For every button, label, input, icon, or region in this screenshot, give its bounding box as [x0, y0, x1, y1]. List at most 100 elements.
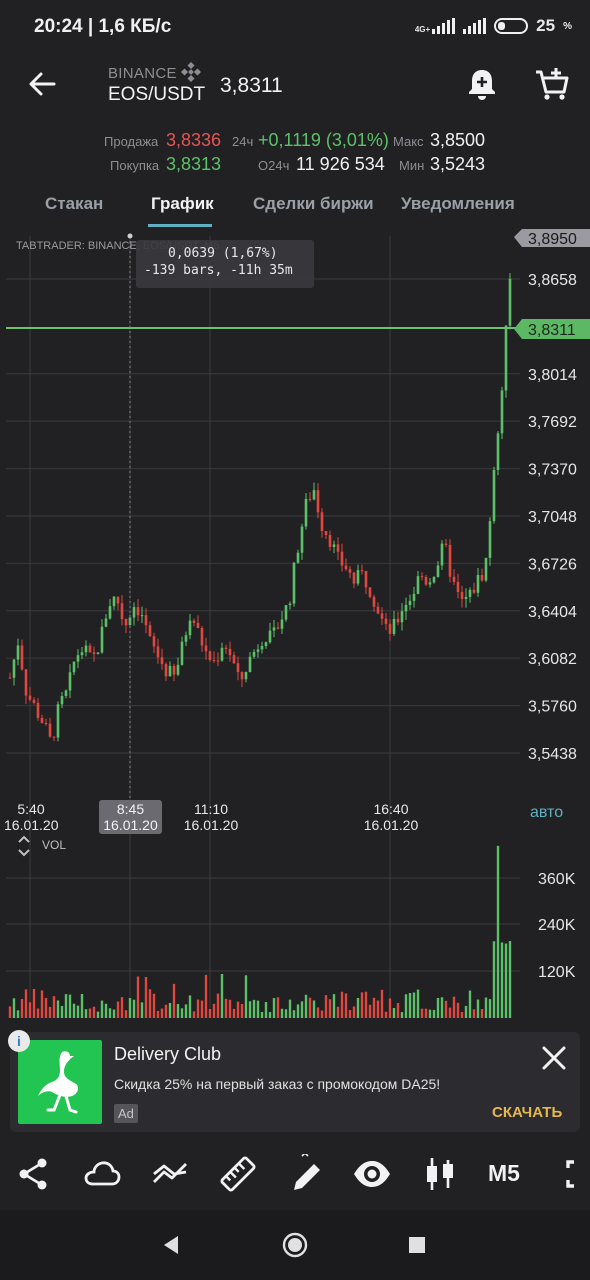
candle-body	[132, 607, 136, 618]
candle-body	[240, 672, 244, 680]
volume-bar	[256, 1000, 260, 1018]
volume-bar	[384, 1011, 388, 1018]
candle-body	[80, 652, 84, 656]
system-nav-bar	[0, 1210, 590, 1280]
sell-value: 3,8336	[166, 130, 222, 150]
change-label: 24ч	[232, 134, 254, 149]
candle-body	[236, 663, 240, 673]
cloud-icon[interactable]	[82, 1154, 122, 1194]
ad-download-button[interactable]: СКАЧАТЬ	[492, 1104, 563, 1121]
ad-banner[interactable]: i Delivery Club Скидка 25% на первый зак…	[8, 1030, 580, 1132]
volume-bar	[116, 1001, 120, 1018]
candle-body	[104, 618, 108, 627]
candle-body	[44, 722, 48, 724]
volume-bar	[48, 1006, 52, 1018]
candle-body	[180, 641, 184, 665]
candle-body	[468, 589, 472, 597]
volume-bar	[44, 997, 48, 1018]
candle-body	[204, 645, 208, 652]
volume-bar	[424, 1008, 428, 1018]
nav-recents-icon[interactable]	[408, 1236, 426, 1254]
share-icon[interactable]	[14, 1154, 54, 1194]
candle-body	[312, 490, 316, 500]
volume-bar	[32, 988, 36, 1018]
volume-bar	[148, 989, 152, 1018]
fullscreen-icon[interactable]	[560, 1154, 590, 1194]
volume-bar	[28, 1002, 32, 1018]
volume-bar	[284, 1009, 288, 1018]
ticker-stats: Продажа 3,8336 Покупка 3,8313 24ч +0,111…	[0, 126, 590, 180]
volume-tick-label: 360K	[538, 871, 576, 888]
price-tick-label: 3,6082	[528, 651, 577, 668]
volume-bar	[408, 992, 412, 1018]
candle-body	[472, 589, 476, 593]
candlestick-chart-type-icon[interactable]	[420, 1154, 460, 1194]
candle-body	[284, 605, 288, 620]
eye-visibility-icon[interactable]	[352, 1154, 392, 1194]
time-label-2-date: 16.01.20	[183, 817, 239, 833]
tab-order-book[interactable]: Стакан	[45, 194, 104, 213]
candle-body	[28, 695, 32, 700]
candle-body	[256, 649, 260, 652]
candle-body	[428, 582, 432, 585]
candle-body	[148, 625, 152, 637]
candle-body	[164, 664, 168, 677]
chart-svg[interactable]: 3,8658 3,8014 3,7692 3,7370 3,7048 3,6726 3,64…	[0, 228, 590, 1028]
price-tick-label: 3,6726	[528, 556, 577, 573]
auto-scale-button[interactable]: авто	[530, 804, 564, 821]
add-to-watchlist-cart-icon[interactable]	[532, 64, 572, 104]
volume-bar	[188, 995, 192, 1018]
expand-collapse-icon[interactable]	[16, 834, 32, 858]
volume-bar	[176, 1004, 180, 1018]
volume-bar	[448, 1007, 452, 1018]
volume-bar	[56, 1000, 60, 1018]
candle-body	[392, 618, 396, 634]
volume-value: 11 926 534	[296, 154, 385, 174]
tab-exchange-trades[interactable]: Сделки биржи	[253, 194, 374, 213]
volume-bar	[112, 1009, 116, 1018]
indicators-icon[interactable]	[150, 1154, 190, 1194]
volume-bar	[484, 997, 488, 1018]
volume-bar	[300, 1001, 304, 1018]
candle-body	[196, 622, 200, 628]
volume-tick-label: 120K	[538, 964, 576, 981]
time-label-3-time: 16:40	[373, 801, 409, 817]
volume-bar	[164, 1004, 168, 1018]
add-alert-icon[interactable]	[462, 64, 502, 104]
time-label-1-time: 8:45	[116, 801, 145, 817]
exchange-label: BINANCE	[108, 65, 177, 82]
candle-body	[364, 571, 368, 588]
chart-grid	[6, 236, 520, 1018]
nav-home-icon[interactable]	[281, 1231, 309, 1259]
volume-bar	[108, 1008, 112, 1018]
candle-body	[432, 576, 436, 583]
max-label: Макс	[393, 134, 424, 149]
candle-body	[492, 469, 496, 522]
price-tick-label: 3,6404	[528, 604, 577, 621]
candle-body	[332, 544, 336, 547]
time-label-0-time: 5:40	[17, 801, 45, 817]
chart-area[interactable]: 3,8658 3,8014 3,7692 3,7370 3,7048 3,6726 3,64…	[0, 228, 590, 1128]
last-price: 3,8311	[220, 74, 283, 97]
pencil-draw-icon[interactable]	[286, 1154, 326, 1194]
candle-body	[368, 587, 372, 597]
volume-bar	[372, 997, 376, 1018]
volume-bar	[420, 1008, 424, 1018]
volume-bar	[72, 1003, 76, 1018]
ruler-icon[interactable]	[218, 1154, 258, 1194]
back-arrow-icon[interactable]	[26, 68, 58, 100]
volume-bar	[60, 1005, 64, 1018]
candle-body	[460, 591, 464, 599]
ad-info-icon[interactable]: i	[8, 1030, 30, 1052]
price-tick-label: 3,7692	[528, 414, 577, 431]
tab-notifications[interactable]: Уведомления	[401, 194, 515, 213]
tab-chart[interactable]: График	[151, 194, 214, 213]
nav-back-icon[interactable]	[160, 1234, 182, 1256]
volume-bar	[152, 993, 156, 1018]
timeframe-selector[interactable]: M5	[488, 1160, 520, 1186]
volume-axis: 360K 240K 120K	[538, 871, 576, 981]
candle-body	[264, 642, 268, 647]
close-icon[interactable]	[540, 1044, 568, 1072]
candle-body	[48, 723, 52, 737]
candle-body	[360, 570, 364, 572]
